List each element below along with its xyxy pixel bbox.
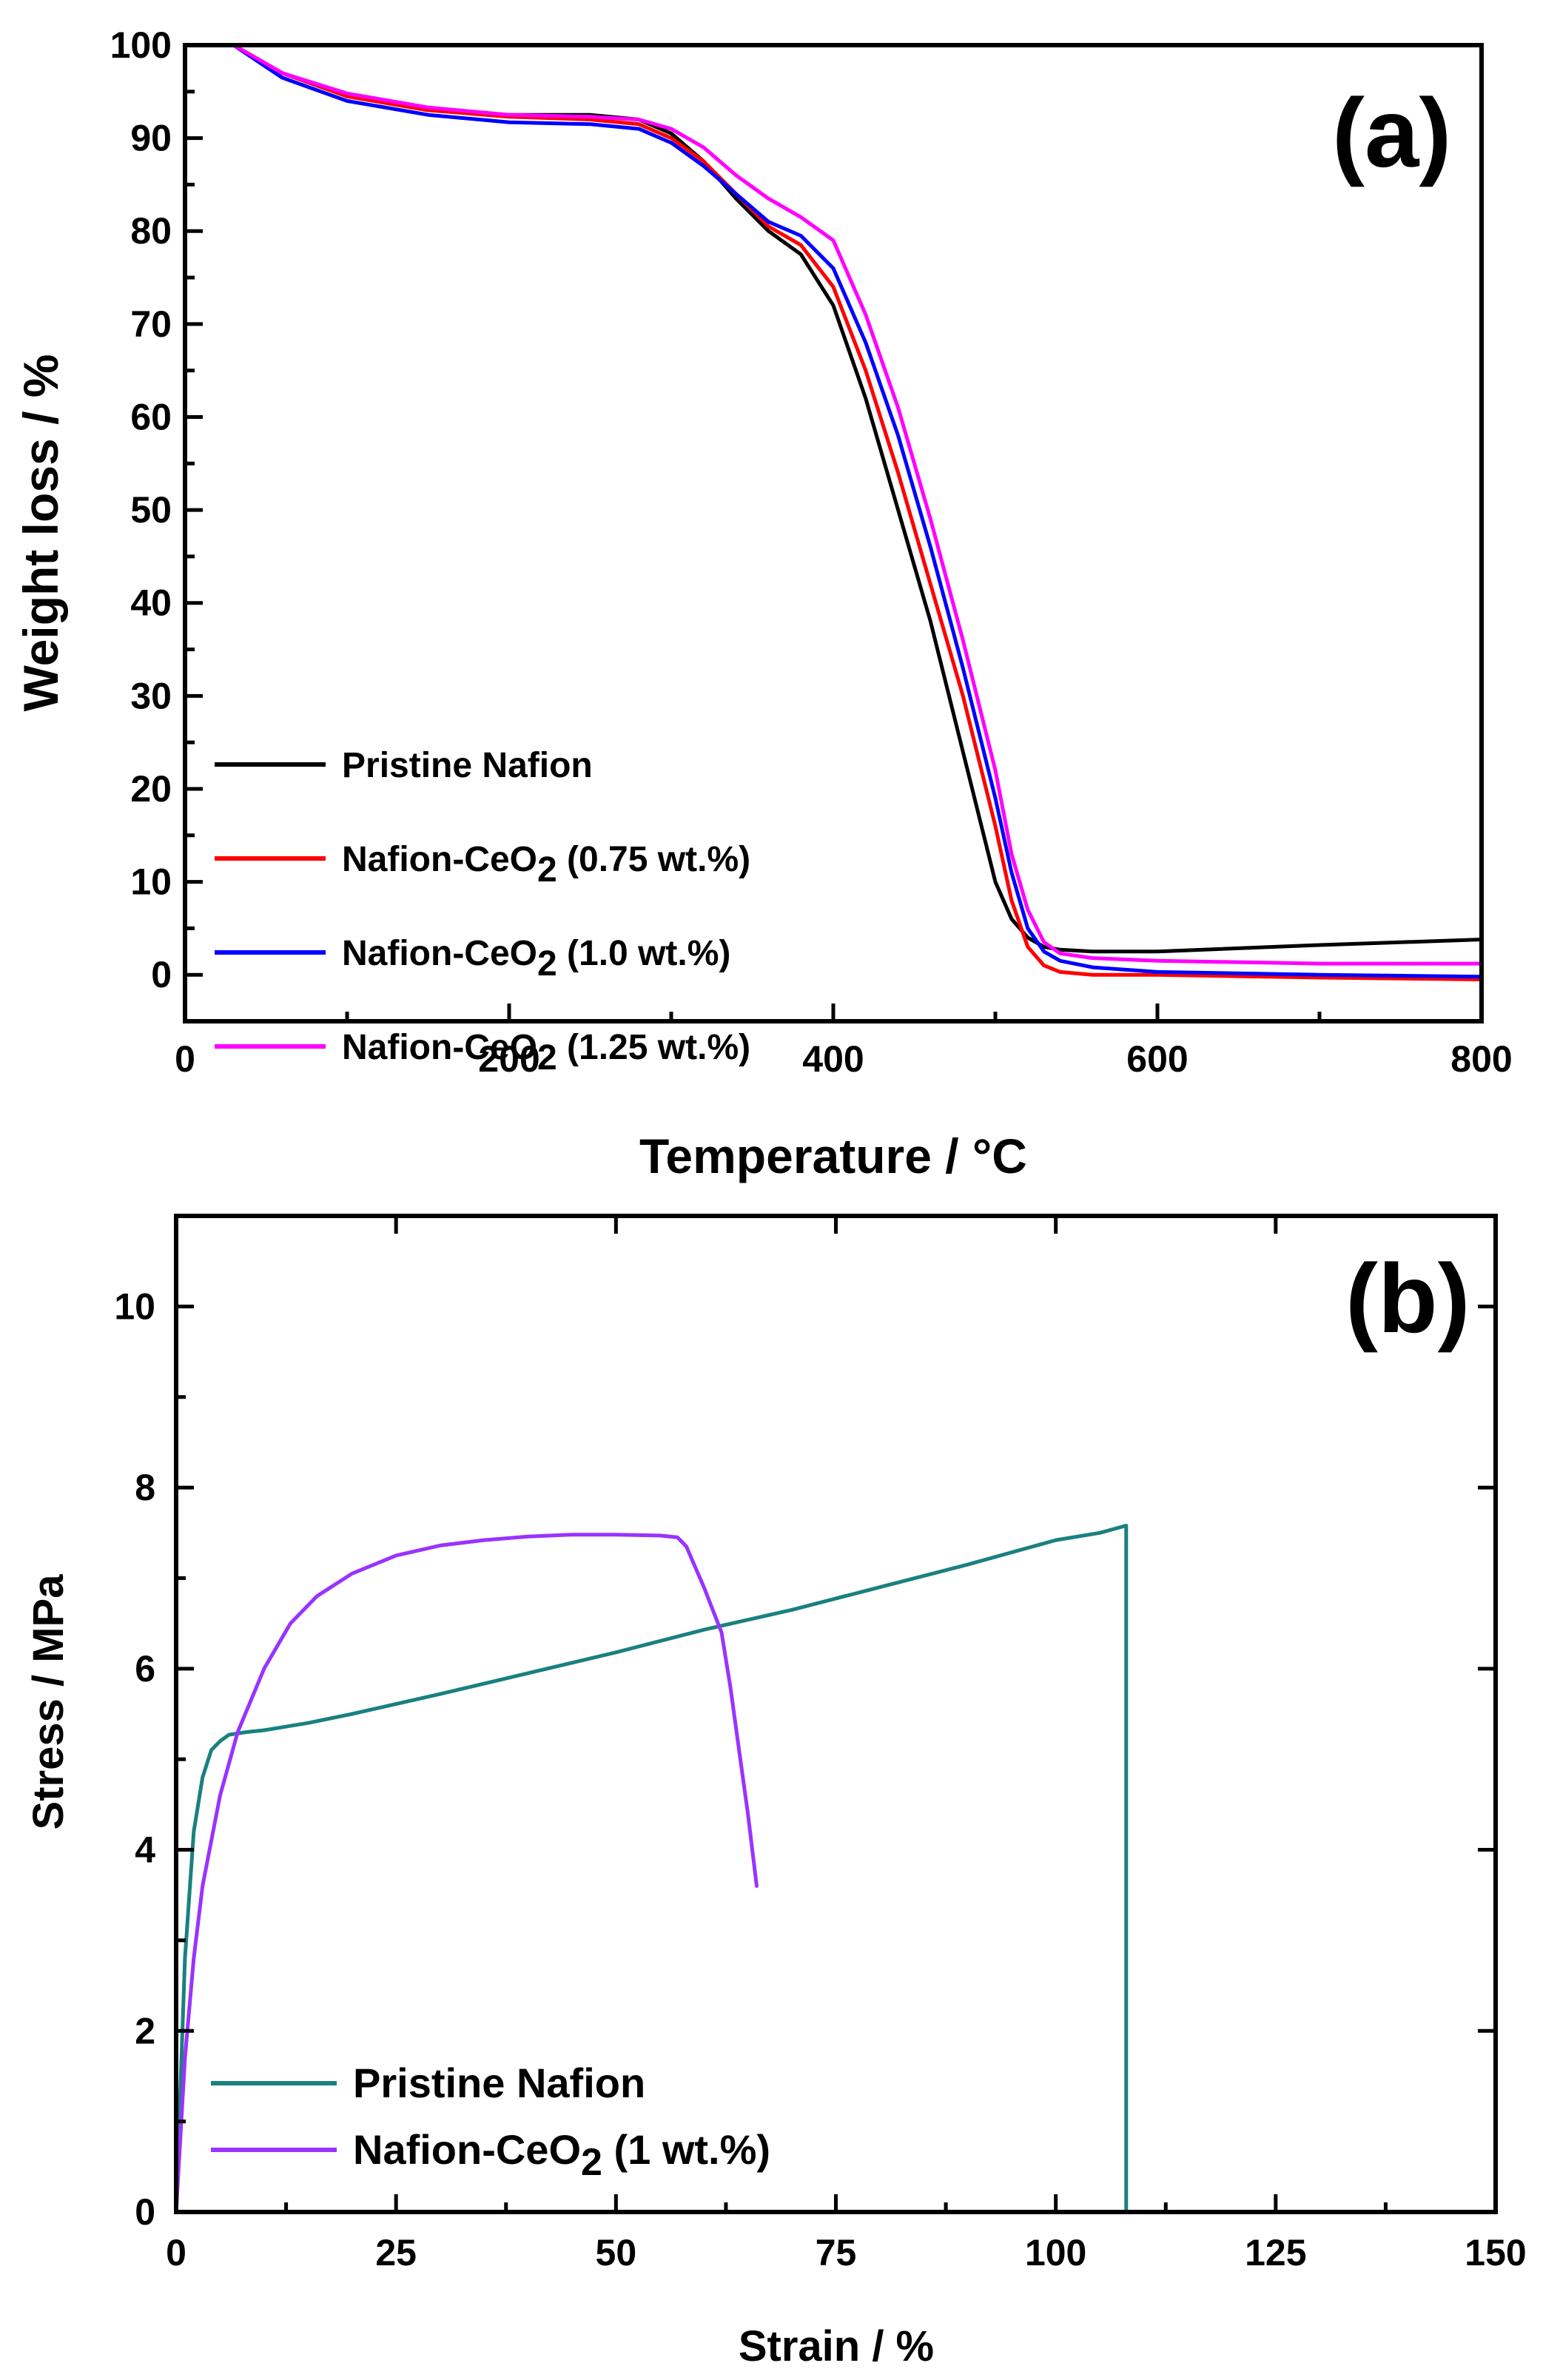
legend-entry: Nafion-CeO2 (1.25 wt.%) bbox=[342, 1028, 750, 1078]
y-tick-label: 2 bbox=[135, 2010, 155, 2051]
y-tick-label: 10 bbox=[130, 861, 172, 903]
y-tick-label: 40 bbox=[130, 582, 172, 624]
x-tick-label: 50 bbox=[596, 2232, 637, 2273]
y-tick-label: 10 bbox=[114, 1285, 155, 1327]
legend-label-main: Nafion-CeO bbox=[342, 934, 537, 973]
y-tick-label: 8 bbox=[135, 1467, 155, 1508]
x-tick-label: 75 bbox=[816, 2232, 857, 2273]
panel-a-ticks bbox=[183, 43, 1484, 1021]
x-tick-label: 100 bbox=[1025, 2232, 1086, 2273]
panel-b-tick-labels: 0 25 50 75 100 125 150 0 2 4 6 8 10 bbox=[114, 1285, 1526, 2273]
panel-a-series bbox=[232, 43, 1484, 981]
series-line-4 bbox=[232, 43, 1484, 966]
x-tick-label: 0 bbox=[175, 1038, 195, 1080]
legend-label-tail: (1.25 wt.%) bbox=[557, 1028, 750, 1067]
panel-a-x-axis-title: Temperature / °C bbox=[639, 1129, 1027, 1183]
legend-entry: Nafion-CeO2 (1 wt.%) bbox=[353, 2126, 770, 2184]
legend-entry: Nafion-CeO2 (0.75 wt.%) bbox=[342, 840, 750, 890]
legend-entry: Pristine Nafion bbox=[342, 746, 593, 785]
y-tick-label: 90 bbox=[130, 118, 172, 159]
series-line-1 bbox=[232, 43, 1484, 954]
panel-b-label: (b) bbox=[1345, 1244, 1470, 1353]
legend-label-subscript: 2 bbox=[581, 2141, 602, 2184]
x-tick-label: 200 bbox=[478, 1038, 539, 1080]
y-tick-label: 20 bbox=[130, 768, 172, 810]
y-tick-label: 60 bbox=[130, 396, 172, 437]
x-tick-label: 400 bbox=[802, 1038, 864, 1080]
legend-entry: Nafion-CeO2 (1.0 wt.%) bbox=[342, 934, 730, 984]
legend-label-main: Nafion-CeO bbox=[353, 2126, 581, 2173]
panel-b-y-axis-title: Stress / MPa bbox=[24, 1574, 73, 1830]
panel-a-label: (a) bbox=[1332, 78, 1451, 187]
panel-b-ticks bbox=[174, 1216, 1498, 2214]
y-tick-label: 4 bbox=[135, 1829, 155, 1871]
y-tick-label: 6 bbox=[135, 1648, 155, 1690]
legend-label-subscript: 2 bbox=[537, 1038, 557, 1078]
panel-a-y-axis-title: Weight loss / % bbox=[13, 354, 68, 712]
legend-label-tail: (1 wt.%) bbox=[602, 2126, 770, 2173]
x-tick-label: 800 bbox=[1450, 1038, 1512, 1080]
legend-label-subscript: 2 bbox=[537, 850, 557, 890]
series-line-2 bbox=[232, 43, 1484, 981]
x-tick-label: 125 bbox=[1245, 2232, 1306, 2273]
x-tick-label: 25 bbox=[375, 2232, 417, 2273]
series-line-3 bbox=[232, 43, 1484, 979]
y-tick-label: 80 bbox=[130, 210, 172, 252]
series-line-1 bbox=[174, 1524, 1129, 2214]
y-tick-label: 0 bbox=[151, 954, 172, 995]
legend-label-main: Nafion-CeO bbox=[342, 1028, 537, 1067]
panel-a-tick-labels: 0 200 400 600 800 0 10 20 30 40 50 60 70 80 90 100 bbox=[110, 24, 1513, 1080]
legend-label-main: Pristine Nafion bbox=[353, 2060, 645, 2106]
y-tick-label: 100 bbox=[110, 24, 172, 66]
y-tick-label: 50 bbox=[130, 489, 172, 531]
panel-b-series bbox=[174, 1524, 1129, 2214]
x-tick-label: 150 bbox=[1465, 2232, 1526, 2273]
legend-label-main: Pristine Nafion bbox=[342, 746, 593, 785]
y-tick-label: 30 bbox=[130, 675, 172, 716]
y-tick-label: 70 bbox=[130, 303, 172, 345]
legend-entry: Pristine Nafion bbox=[353, 2060, 645, 2106]
legend-label-main: Nafion-CeO bbox=[342, 840, 537, 879]
panel-b-stress-strain-chart: 0 25 50 75 100 125 150 0 2 4 6 8 10 (b) Strain / % S… bbox=[24, 1214, 1527, 2370]
y-tick-label: 0 bbox=[135, 2191, 155, 2233]
series-line-2 bbox=[174, 1533, 759, 2214]
legend-label-tail: (0.75 wt.%) bbox=[557, 840, 750, 879]
panel-b-legend: Pristine Nafion Nafion-CeO2 (1 wt.%) bbox=[211, 2060, 770, 2184]
panel-b-x-axis-title: Strain / % bbox=[739, 2322, 934, 2370]
x-tick-label: 0 bbox=[166, 2232, 186, 2273]
x-tick-label: 600 bbox=[1126, 1038, 1188, 1080]
legend-label-tail: (1.0 wt.%) bbox=[557, 934, 731, 973]
legend-label-subscript: 2 bbox=[537, 944, 557, 984]
